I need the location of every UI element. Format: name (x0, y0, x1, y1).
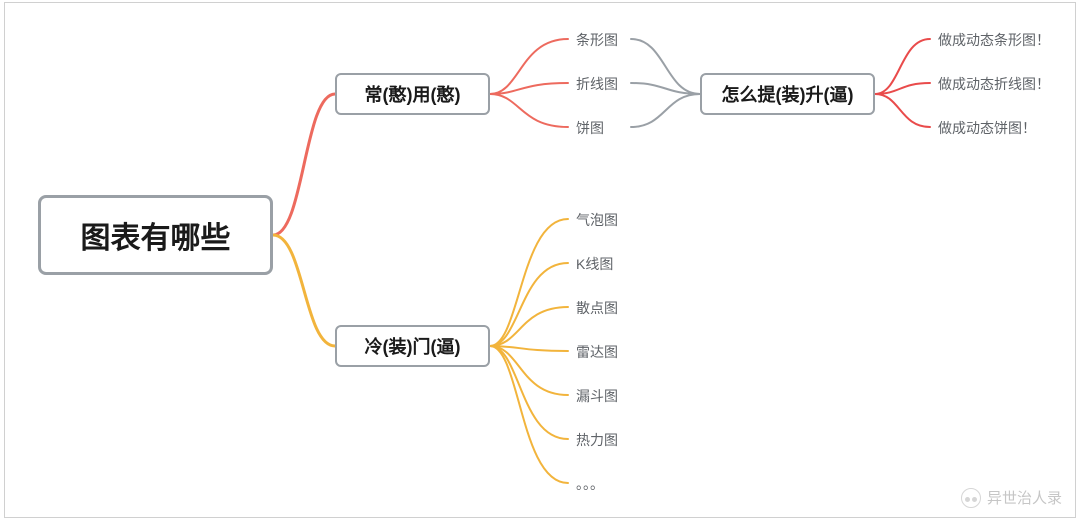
leaf-cold-1: K线图 (576, 254, 613, 274)
branch-node-common-label: 常(憨)用(憨) (365, 81, 461, 107)
branch-node-common: 常(憨)用(憨) (335, 73, 490, 115)
leaf-cold-2: 散点图 (576, 298, 618, 318)
leaf-cold-0: 气泡图 (576, 210, 618, 230)
root-label: 图表有哪些 (81, 213, 231, 257)
wechat-icon (961, 488, 981, 508)
leaf-cold-5: 热力图 (576, 430, 618, 450)
leaf-common-0: 条形图 (576, 30, 618, 50)
leaf-common-1: 折线图 (576, 74, 618, 94)
branch-node-cold-label: 冷(装)门(逼) (365, 333, 461, 359)
branch-node-next-label: 怎么提(装)升(逼) (722, 81, 854, 107)
watermark-text: 异世治人录 (987, 487, 1062, 508)
branch-node-cold: 冷(装)门(逼) (335, 325, 490, 367)
leaf-next-0: 做成动态条形图！ (938, 30, 1050, 50)
leaf-next-2: 做成动态饼图！ (938, 118, 1036, 138)
leaf-common-2: 饼图 (576, 118, 604, 138)
leaf-cold-6: 。。。 (576, 474, 604, 494)
leaf-next-1: 做成动态折线图！ (938, 74, 1050, 94)
leaf-cold-4: 漏斗图 (576, 386, 618, 406)
branch-node-next: 怎么提(装)升(逼) (700, 73, 875, 115)
root-node: 图表有哪些 (38, 195, 273, 275)
leaf-cold-3: 雷达图 (576, 342, 618, 362)
watermark: 异世治人录 (961, 487, 1062, 508)
